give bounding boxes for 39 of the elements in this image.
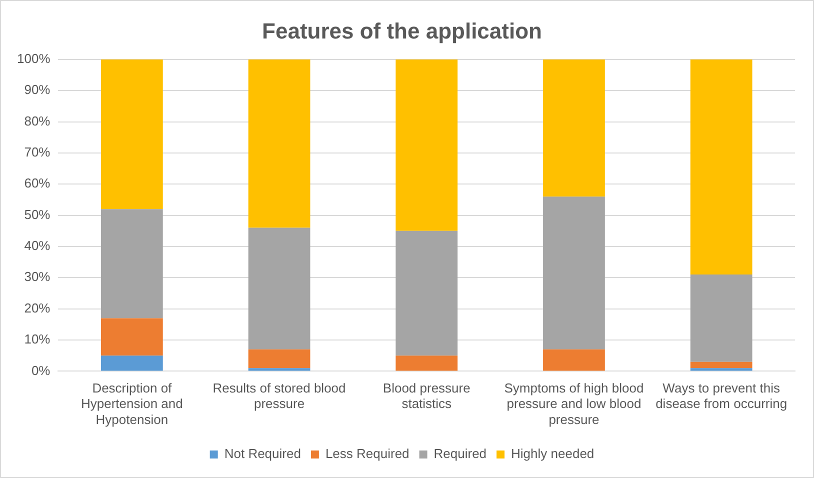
bar bbox=[248, 368, 310, 371]
y-tick-label: 40% bbox=[24, 238, 51, 254]
bar bbox=[248, 228, 310, 350]
legend-label: Required bbox=[434, 446, 487, 462]
bar bbox=[690, 368, 752, 371]
chart-title: Features of the application bbox=[262, 18, 542, 44]
bar bbox=[100, 59, 163, 210]
legend-label: Not Required bbox=[224, 446, 301, 462]
legend-label: Less Required bbox=[325, 446, 410, 462]
bar bbox=[396, 230, 458, 356]
bar bbox=[100, 318, 163, 356]
bar bbox=[396, 356, 458, 371]
y-tick-label: 60% bbox=[24, 176, 51, 191]
bar bbox=[690, 59, 752, 275]
y-tick-label: 80% bbox=[24, 113, 51, 128]
y-tick-label: 100% bbox=[17, 50, 51, 66]
y-tick-label: 30% bbox=[24, 269, 51, 284]
bar bbox=[396, 59, 458, 231]
bar bbox=[100, 356, 163, 371]
x-tick-label: Symptoms of high blood pressure and low blood pressure bbox=[504, 380, 644, 427]
legend-label: Highly needed bbox=[511, 446, 594, 462]
bar bbox=[690, 362, 752, 368]
y-tick-label: 0% bbox=[31, 362, 51, 378]
y-tick-label: 10% bbox=[24, 332, 51, 347]
x-tick-label: Ways to prevent this disease from occurring bbox=[656, 380, 788, 412]
bar bbox=[690, 274, 752, 362]
bar bbox=[248, 59, 310, 228]
bar bbox=[248, 349, 310, 368]
y-tick-label: 90% bbox=[24, 82, 51, 98]
x-tick-label: Description of Hypertension and Hypotension bbox=[80, 380, 183, 427]
x-tick-label: Blood pressure statistics bbox=[382, 380, 470, 412]
bar bbox=[100, 209, 163, 318]
y-tick-label: 20% bbox=[24, 300, 51, 316]
x-tick-label: Results of stored blood pressure bbox=[212, 380, 346, 412]
bar bbox=[543, 196, 605, 350]
bar bbox=[543, 59, 605, 197]
y-tick-label: 50% bbox=[24, 206, 51, 222]
y-tick-label: 70% bbox=[24, 144, 51, 160]
bar bbox=[543, 349, 605, 371]
